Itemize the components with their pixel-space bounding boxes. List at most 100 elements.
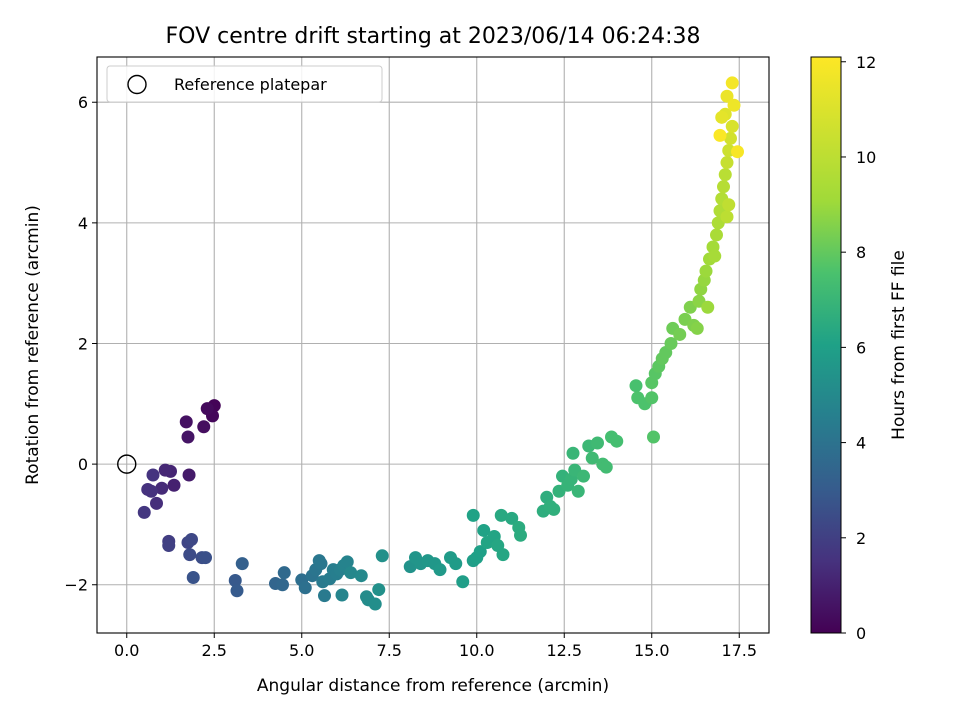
data-point xyxy=(340,555,354,569)
data-point xyxy=(647,430,660,444)
data-points xyxy=(137,76,744,611)
legend-open-circle-icon xyxy=(127,74,147,95)
data-point xyxy=(473,545,487,559)
data-point xyxy=(715,110,729,124)
colorbar-tick-label: 10 xyxy=(856,148,876,167)
data-point xyxy=(505,511,519,525)
data-point xyxy=(725,119,739,133)
colorbar-tick-label: 2 xyxy=(856,529,866,548)
data-point xyxy=(701,300,715,314)
data-point xyxy=(725,76,739,90)
colorbar-gradient xyxy=(810,56,842,634)
x-tick-label: 2.5 xyxy=(202,641,227,660)
data-point xyxy=(496,548,510,562)
y-tick-label: 6 xyxy=(78,93,88,112)
data-point xyxy=(298,581,312,595)
x-tick-label: 10.0 xyxy=(459,641,495,660)
data-point xyxy=(182,468,196,482)
colorbar-label: Hours from first FF file xyxy=(889,250,909,440)
data-point xyxy=(277,566,291,580)
data-point xyxy=(141,482,155,496)
data-point xyxy=(591,436,604,450)
data-point xyxy=(585,451,599,465)
data-point xyxy=(137,505,151,519)
data-point xyxy=(718,168,732,182)
colorbar-ticks: 0 2 4 6 8 10 12 xyxy=(841,53,876,643)
y-tick-label: −2 xyxy=(64,576,88,595)
data-point xyxy=(577,469,590,483)
x-axis-label: Angular distance from reference (arcmin) xyxy=(257,676,609,696)
data-point xyxy=(433,563,447,577)
data-point xyxy=(185,533,198,547)
data-point xyxy=(235,557,249,571)
data-point xyxy=(720,89,734,103)
data-point xyxy=(158,463,172,477)
x-tick-label: 15.0 xyxy=(634,641,670,660)
data-point xyxy=(162,539,176,553)
data-point xyxy=(708,249,722,263)
plot-area-frame xyxy=(96,56,770,634)
y-tick-label: 2 xyxy=(78,334,88,353)
colorbar-tick-label: 0 xyxy=(856,624,866,643)
data-point xyxy=(318,589,331,603)
colorbar: 0 2 4 6 8 10 12 Hours from first FF file xyxy=(810,53,909,643)
data-point xyxy=(314,557,328,571)
colorbar-tick-label: 12 xyxy=(856,53,876,72)
data-point xyxy=(547,502,561,516)
x-tick-label: 5.0 xyxy=(289,641,314,660)
data-point xyxy=(727,98,741,112)
data-point xyxy=(375,549,389,563)
colorbar-tick-label: 4 xyxy=(856,434,866,453)
colorbar-tick-label: 6 xyxy=(856,338,866,357)
data-point xyxy=(599,460,613,474)
data-point xyxy=(571,484,585,498)
data-point xyxy=(710,228,723,242)
data-point xyxy=(449,557,463,571)
data-point xyxy=(494,508,508,522)
data-point xyxy=(167,478,181,492)
data-point xyxy=(731,145,744,159)
data-point xyxy=(230,584,244,598)
data-point xyxy=(197,420,211,434)
legend-entry-reference-platepar: Reference platepar xyxy=(174,75,327,94)
data-point xyxy=(610,434,624,448)
data-point xyxy=(155,481,169,495)
data-point xyxy=(186,571,200,585)
data-point xyxy=(150,496,163,510)
grid-lines xyxy=(97,57,769,633)
x-tick-label: 12.5 xyxy=(546,641,582,660)
x-tick-label: 17.5 xyxy=(721,641,757,660)
data-point xyxy=(722,198,736,212)
data-point xyxy=(713,128,727,142)
data-point xyxy=(717,180,730,194)
data-point xyxy=(477,523,491,537)
data-point xyxy=(183,548,197,562)
data-point xyxy=(466,508,480,522)
data-point xyxy=(720,156,734,170)
data-point xyxy=(690,321,704,335)
chart-title: FOV centre drift starting at 2023/06/14 … xyxy=(166,24,701,49)
data-point xyxy=(673,327,687,341)
data-point xyxy=(724,131,737,145)
data-point xyxy=(199,551,212,565)
x-tick-label: 7.5 xyxy=(377,641,402,660)
data-point xyxy=(181,430,195,444)
data-point xyxy=(354,569,368,583)
data-point xyxy=(368,597,382,611)
data-point xyxy=(146,468,160,482)
data-point xyxy=(720,210,734,224)
data-point xyxy=(664,336,678,350)
data-point xyxy=(228,574,242,588)
data-point xyxy=(699,264,713,278)
y-ticks: −2 0 2 4 6 xyxy=(64,93,97,595)
y-tick-label: 0 xyxy=(78,455,88,474)
data-point xyxy=(200,402,214,416)
legend-box xyxy=(106,65,383,103)
data-point xyxy=(372,583,386,597)
colorbar-tick-label: 8 xyxy=(856,243,866,262)
x-tick-label: 0.0 xyxy=(114,641,139,660)
data-point xyxy=(566,446,580,460)
reference-platepar-marker xyxy=(117,454,137,474)
legend: Reference platepar xyxy=(106,65,383,103)
